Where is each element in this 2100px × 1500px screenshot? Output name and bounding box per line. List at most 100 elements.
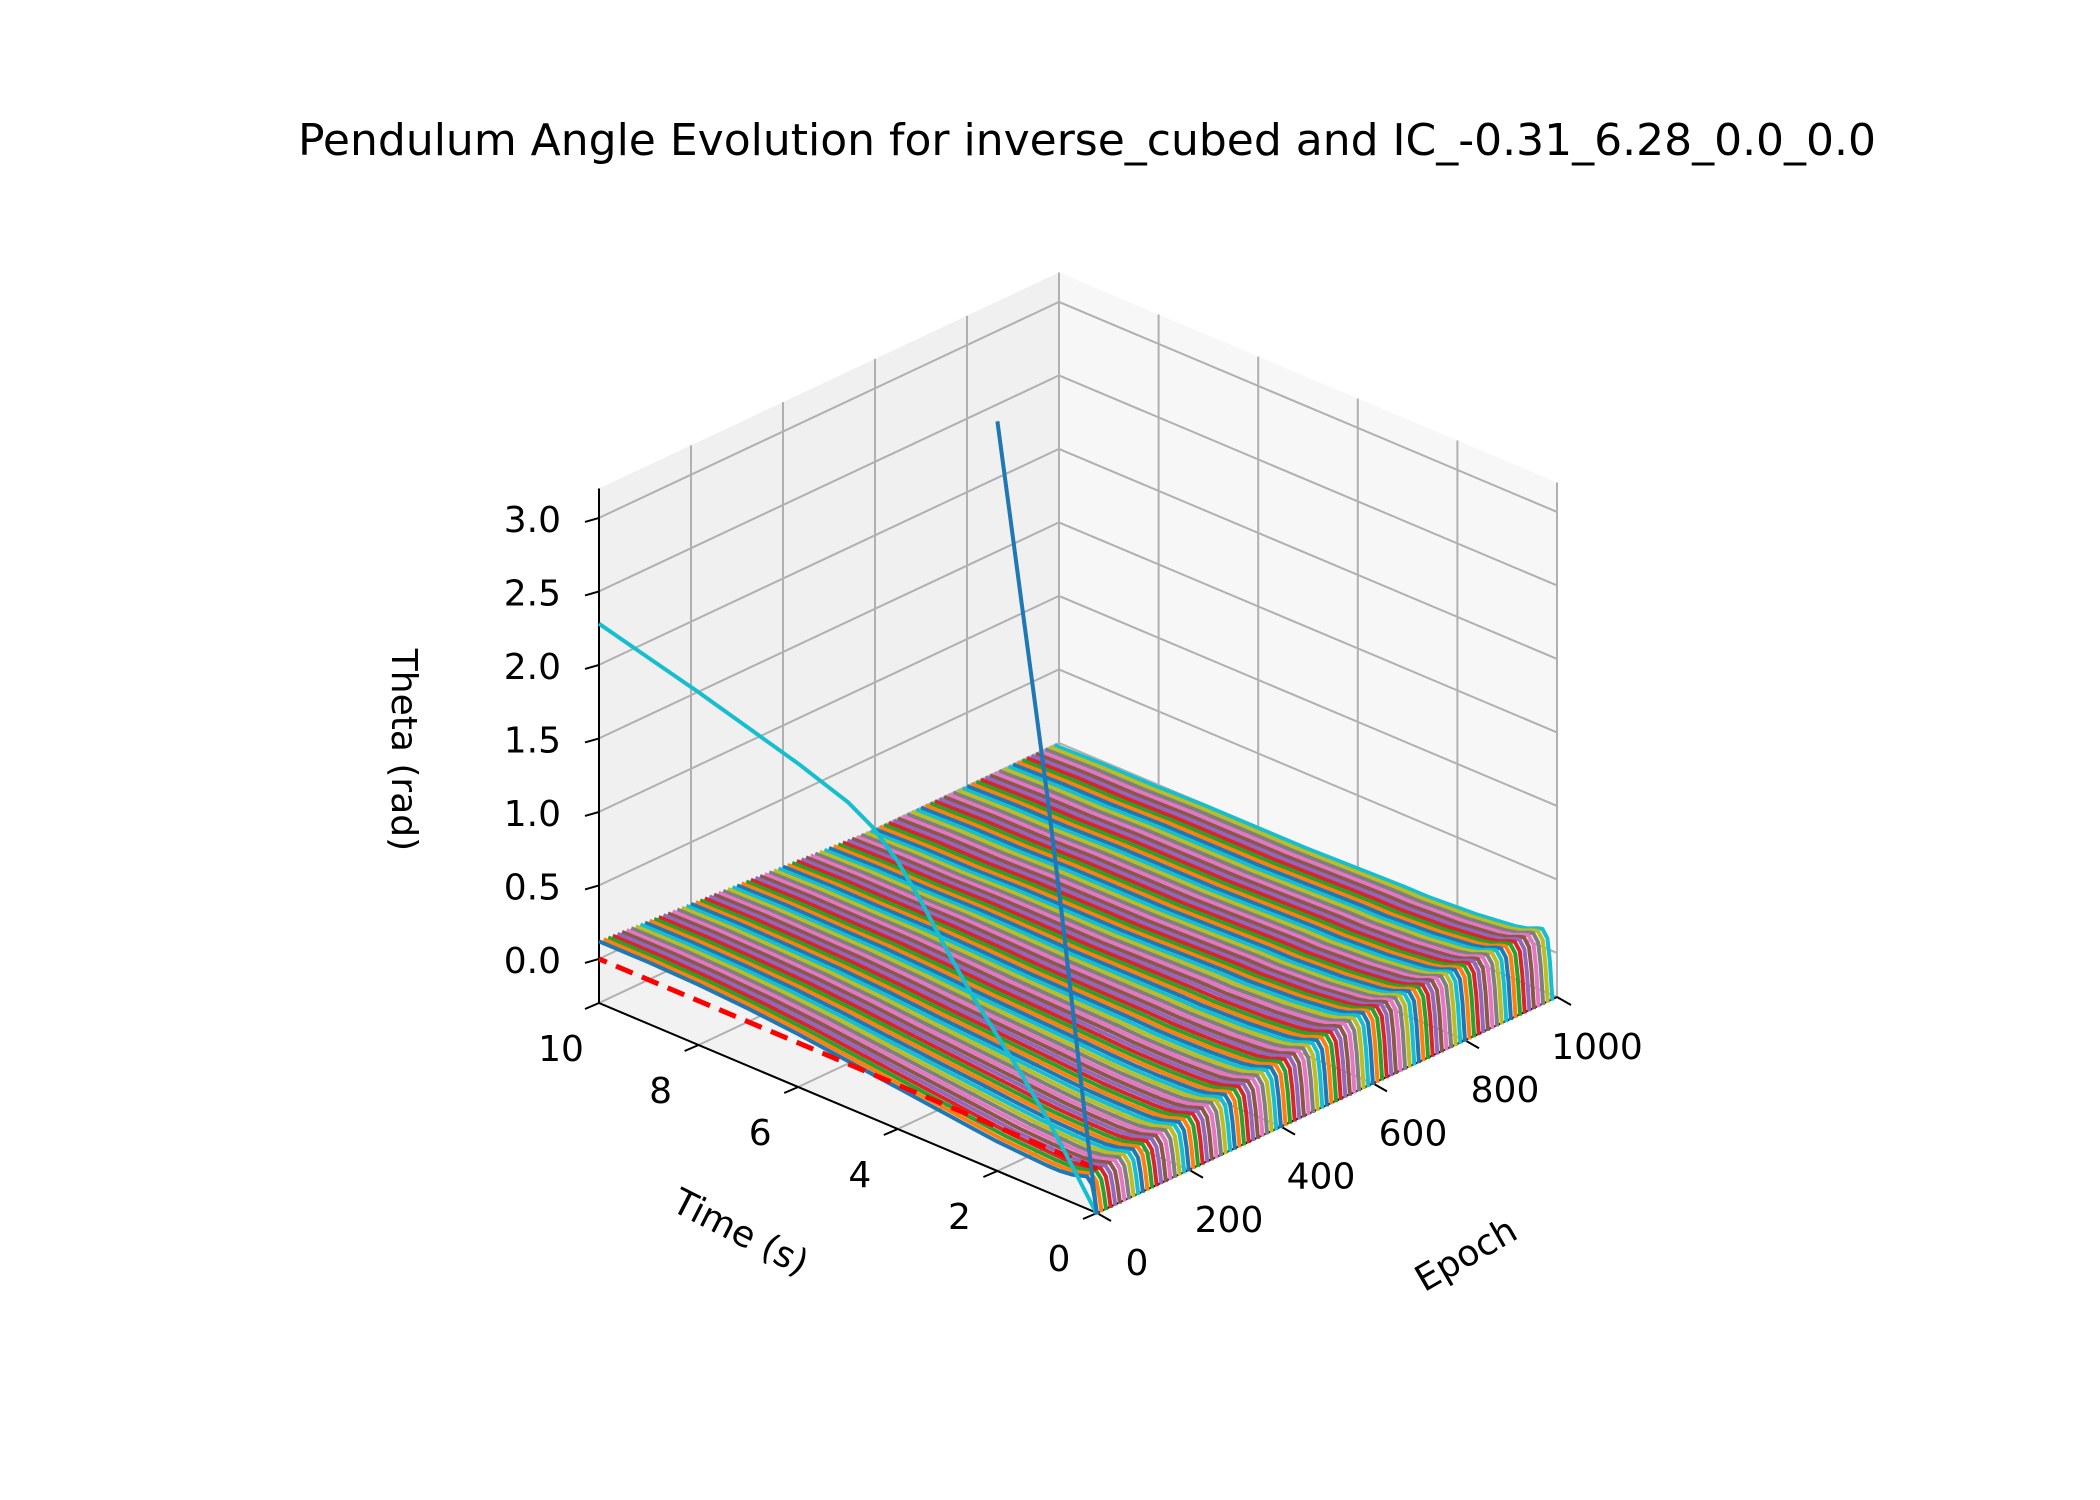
- epoch-curve: [869, 829, 1371, 1088]
- epoch-curve: [658, 915, 1159, 1187]
- epoch-curve: [1049, 745, 1550, 1003]
- epoch-curve: [754, 875, 1256, 1142]
- epoch-curve: [630, 926, 1132, 1200]
- epoch-curve: [598, 939, 1099, 1215]
- epoch-curve: [773, 868, 1274, 1133]
- epoch-curve: [791, 861, 1293, 1124]
- epoch-curve: [878, 825, 1380, 1083]
- epoch-curve: [704, 896, 1205, 1165]
- epoch-curve: [957, 788, 1458, 1047]
- epoch-curve: [952, 790, 1454, 1049]
- epoch-curve: [934, 799, 1435, 1057]
- epoch-curves: [598, 743, 1555, 1215]
- epoch-curve: [819, 849, 1320, 1111]
- grid-line-theta: [1058, 447, 1558, 660]
- epoch-curve: [1044, 747, 1546, 1006]
- epoch-curve: [888, 820, 1389, 1079]
- epoch-curve: [846, 838, 1348, 1098]
- epoch-curve: [713, 892, 1214, 1161]
- grid-line-theta: [598, 374, 1060, 593]
- epoch-curve: [1039, 749, 1541, 1008]
- epoch-curve: [929, 801, 1431, 1060]
- chart-title: Pendulum Angle Evolution for inverse_cub…: [298, 115, 1876, 166]
- epoch-curve: [1012, 762, 1513, 1021]
- theta-tick-mark: [584, 516, 600, 523]
- x-axis-label: Epoch: [1408, 1210, 1524, 1301]
- epoch-curve: [911, 810, 1412, 1068]
- epoch-tick-label: 200: [1195, 1200, 1264, 1241]
- epoch-curve: [768, 870, 1270, 1135]
- epoch-tick-mark: [1372, 1082, 1388, 1093]
- epoch-curve: [961, 786, 1463, 1044]
- epoch-curve: [727, 887, 1228, 1155]
- epoch-curve: [736, 883, 1237, 1150]
- epoch-curve: [938, 797, 1440, 1055]
- grid-line-theta: [1058, 300, 1558, 513]
- epoch-curve: [984, 775, 1486, 1034]
- epoch-curve: [667, 911, 1168, 1183]
- epoch-tick-label: 400: [1287, 1157, 1356, 1198]
- epoch-curve: [644, 920, 1145, 1194]
- epoch-curve: [722, 889, 1224, 1157]
- theta-tick-label: 2.0: [504, 647, 561, 688]
- epoch-curve: [621, 930, 1122, 1204]
- time-tick-label: 10: [538, 1029, 584, 1070]
- epoch-curve: [1003, 766, 1504, 1025]
- epoch-curve: [989, 773, 1490, 1032]
- epoch-curve: [717, 890, 1219, 1159]
- grid-line-theta: [598, 447, 1060, 666]
- epoch-curve: [607, 935, 1109, 1211]
- epoch-curve: [625, 928, 1127, 1202]
- epoch-curve: [694, 900, 1196, 1170]
- overlay-lines: [597, 421, 1099, 1216]
- epoch-tick-label: 0: [1126, 1243, 1149, 1284]
- epoch-curve: [662, 913, 1164, 1185]
- theta-tick-label: 2.5: [504, 573, 561, 614]
- time-tick-mark: [983, 1170, 998, 1178]
- epoch-curve: [1007, 764, 1509, 1023]
- epoch-curve: [653, 917, 1155, 1189]
- epoch-curve: [1021, 758, 1523, 1016]
- epoch-curve: [786, 862, 1288, 1127]
- epoch-curve: [1016, 760, 1518, 1019]
- time-tick-mark: [783, 1086, 799, 1094]
- epoch-curve: [1026, 756, 1527, 1014]
- epoch-tick-mark: [1464, 1039, 1480, 1050]
- epoch-curve: [796, 859, 1297, 1122]
- epoch-curve: [635, 924, 1136, 1198]
- epoch-curve: [782, 864, 1283, 1129]
- epoch-curve: [763, 872, 1265, 1137]
- epoch-curve: [616, 931, 1118, 1207]
- grid-line-theta: [1058, 521, 1558, 734]
- epoch-curve: [814, 851, 1316, 1114]
- epoch-curve: [874, 827, 1375, 1086]
- time-tick-mark: [684, 1044, 699, 1052]
- epoch-curve: [823, 847, 1325, 1109]
- time-tick-mark: [883, 1128, 899, 1136]
- theta-tick-label: 3.0: [504, 500, 561, 541]
- epoch-curve: [800, 857, 1302, 1120]
- epoch-curve: [805, 855, 1306, 1118]
- theta-tick-label: 0.5: [504, 867, 561, 908]
- theta-tick-label: 1.0: [504, 794, 561, 835]
- grid-line-theta: [598, 594, 1060, 813]
- time-tick-label: 8: [649, 1071, 672, 1112]
- epoch-curve: [828, 846, 1329, 1107]
- epoch-curve: [777, 866, 1279, 1131]
- epoch-tick-label: 800: [1471, 1070, 1540, 1111]
- epoch-curve: [731, 885, 1233, 1152]
- epoch-tick-label: 600: [1379, 1113, 1448, 1154]
- reference-line: [598, 956, 1098, 1172]
- epoch-curve: [1053, 743, 1555, 1001]
- epoch-curve: [699, 898, 1201, 1168]
- epoch-curve: [671, 909, 1173, 1181]
- epoch-curve: [745, 879, 1247, 1146]
- z-axis-label: Theta (rad): [383, 648, 424, 851]
- epoch-curve: [837, 842, 1339, 1103]
- grid-line-theta: [598, 300, 1060, 519]
- grid-line-theta: [1058, 594, 1558, 807]
- epoch-tick-label: 1000: [1551, 1027, 1643, 1068]
- epoch-curve: [639, 922, 1141, 1196]
- theta-tick-mark: [584, 884, 600, 891]
